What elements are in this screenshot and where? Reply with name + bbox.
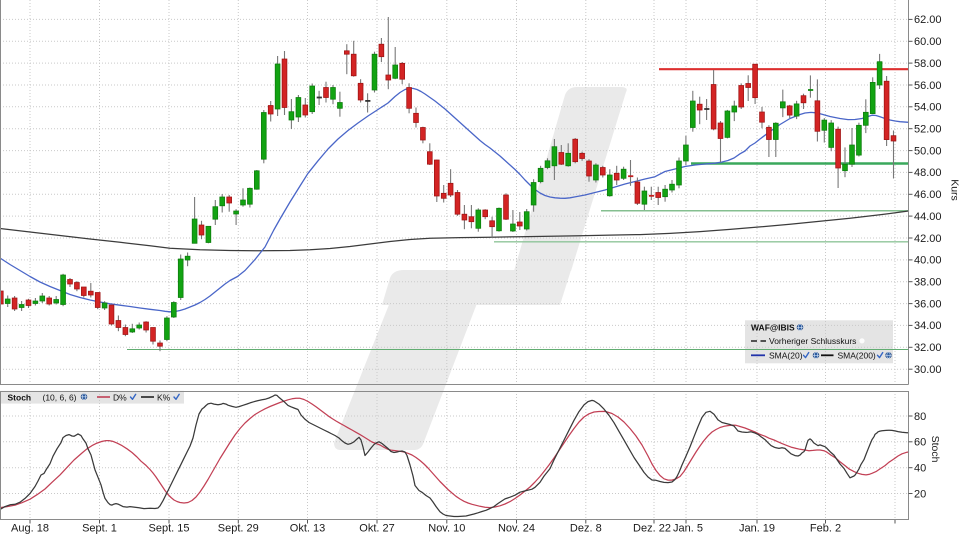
svg-text:40.00: 40.00	[914, 255, 942, 267]
svg-text:Dez. 8: Dez. 8	[570, 523, 602, 535]
svg-text:56.00: 56.00	[914, 80, 942, 92]
svg-text:50.00: 50.00	[914, 145, 942, 157]
svg-text:46.00: 46.00	[914, 189, 942, 201]
svg-text:SMA(200): SMA(200)	[838, 351, 876, 361]
svg-text:Okt. 27: Okt. 27	[359, 523, 394, 535]
svg-text:(10, 6, 6): (10, 6, 6)	[43, 392, 77, 402]
svg-text:Nov. 24: Nov. 24	[498, 523, 535, 535]
svg-text:44.00: 44.00	[914, 211, 942, 223]
svg-text:30.00: 30.00	[914, 364, 942, 376]
svg-text:38.00: 38.00	[914, 277, 942, 289]
svg-text:Jan. 19: Jan. 19	[739, 523, 775, 535]
svg-text:20: 20	[914, 488, 926, 500]
svg-text:32.00: 32.00	[914, 342, 942, 354]
svg-text:Aug. 18: Aug. 18	[11, 523, 49, 535]
svg-text:Sept. 29: Sept. 29	[218, 523, 259, 535]
svg-text:36.00: 36.00	[914, 298, 942, 310]
svg-text:58.00: 58.00	[914, 58, 942, 70]
svg-text:42.00: 42.00	[914, 233, 942, 245]
svg-text:Kurs: Kurs	[949, 179, 960, 201]
svg-text:62.00: 62.00	[914, 14, 942, 26]
svg-text:WAF@IBIS: WAF@IBIS	[751, 323, 795, 333]
svg-text:54.00: 54.00	[914, 102, 942, 114]
svg-text:Stoch: Stoch	[929, 436, 941, 463]
svg-text:52.00: 52.00	[914, 124, 942, 136]
svg-text:60: 60	[914, 437, 926, 449]
svg-text:Feb. 2: Feb. 2	[810, 523, 841, 535]
svg-text:Sept. 15: Sept. 15	[149, 523, 190, 535]
svg-text:Nov. 10: Nov. 10	[428, 523, 465, 535]
svg-text:60.00: 60.00	[914, 36, 942, 48]
svg-text:34.00: 34.00	[914, 320, 942, 332]
svg-text:D%: D%	[113, 392, 127, 402]
svg-text:80: 80	[914, 411, 926, 423]
svg-text:SMA(20): SMA(20)	[769, 351, 803, 361]
svg-text:K%: K%	[157, 392, 171, 402]
svg-text:40: 40	[914, 463, 926, 475]
svg-text:Okt. 13: Okt. 13	[290, 523, 325, 535]
svg-text:Stoch: Stoch	[8, 392, 32, 402]
svg-text:48.00: 48.00	[914, 167, 942, 179]
svg-text:Dez. 22: Dez. 22	[633, 523, 671, 535]
svg-text:Jan. 5: Jan. 5	[673, 523, 703, 535]
svg-text:Sept. 1: Sept. 1	[82, 523, 117, 535]
svg-text:Vorheriger Schlusskurs: Vorheriger Schlusskurs	[769, 336, 856, 346]
